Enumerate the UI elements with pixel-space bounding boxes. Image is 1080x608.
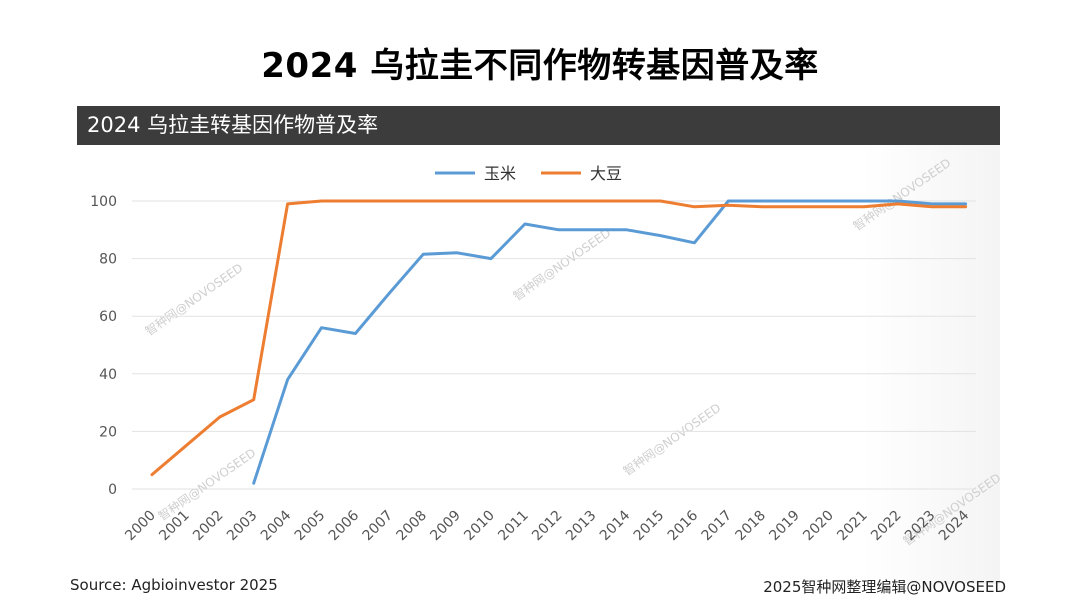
legend-label-1: 大豆 xyxy=(590,164,622,183)
x-tick-label: 2016 xyxy=(665,507,702,544)
y-tick-label: 80 xyxy=(99,252,117,268)
x-tick-label: 2021 xyxy=(834,508,871,545)
x-tick-label: 2000 xyxy=(122,508,159,545)
x-tick-label: 2012 xyxy=(529,508,566,545)
series-lines xyxy=(150,199,968,485)
watermark-text: 智种网@NOVOSEED xyxy=(510,225,613,304)
x-tick-label: 2015 xyxy=(631,508,668,545)
credit-note: 2025智种网整理编辑@NOVOSEED xyxy=(763,578,1006,596)
x-tick-label: 2019 xyxy=(766,508,803,545)
x-tick-label: 2011 xyxy=(495,508,532,545)
source-note: Source: Agbioinvestor 2025 xyxy=(70,576,278,594)
y-tick-label: 40 xyxy=(99,367,117,383)
series-line-1 xyxy=(150,199,968,477)
y-tick-labels: 0 20 40 60 80 100 xyxy=(90,194,117,498)
x-tick-label: 2004 xyxy=(258,507,295,544)
watermark-text: 智种网@NOVOSEED xyxy=(155,445,258,524)
x-tick-label: 2022 xyxy=(868,508,905,545)
watermark-text: 智种网@NOVOSEED xyxy=(620,400,723,479)
y-tick-label: 60 xyxy=(99,309,117,325)
x-tick-label: 2018 xyxy=(733,508,770,545)
y-tick-label: 20 xyxy=(99,424,117,440)
x-tick-label: 2006 xyxy=(326,507,363,544)
x-tick-label: 2020 xyxy=(800,508,837,545)
y-tick-label: 100 xyxy=(90,194,117,210)
chart-panel: 2024 乌拉圭转基因作物普及率 智种网@NOVOSEED 智种网@NOVOSEE… xyxy=(77,106,1000,584)
watermark-text: 智种网@NOVOSEED xyxy=(142,260,245,339)
watermark-text: 智种网@NOVOSEED xyxy=(850,155,953,234)
y-tick-label: 0 xyxy=(108,482,117,498)
x-tick-label: 2014 xyxy=(597,507,634,544)
gridlines xyxy=(132,200,976,490)
x-tick-labels: 2000200120022003200420052006200720082009… xyxy=(122,507,972,544)
x-tick-label: 2009 xyxy=(427,508,464,545)
x-tick-label: 2010 xyxy=(461,508,498,545)
x-tick-label: 2008 xyxy=(394,508,431,545)
x-tick-label: 2017 xyxy=(699,508,736,545)
x-tick-label: 2005 xyxy=(292,508,329,545)
chart-title: 2024 乌拉圭转基因作物普及率 xyxy=(77,106,1000,145)
x-tick-label: 2002 xyxy=(190,508,227,545)
x-tick-label: 2013 xyxy=(563,508,600,545)
legend: 玉米 大豆 xyxy=(435,164,622,183)
x-tick-label: 2003 xyxy=(224,508,261,545)
x-tick-label: 2007 xyxy=(360,508,397,545)
legend-label-0: 玉米 xyxy=(484,164,516,183)
series-line-0 xyxy=(252,199,968,485)
page-title: 2024 乌拉圭不同作物转基因普及率 xyxy=(261,46,819,86)
line-chart: 智种网@NOVOSEED 智种网@NOVOSEED 智种网@NOVOSEED 智种网@… xyxy=(90,155,1000,549)
